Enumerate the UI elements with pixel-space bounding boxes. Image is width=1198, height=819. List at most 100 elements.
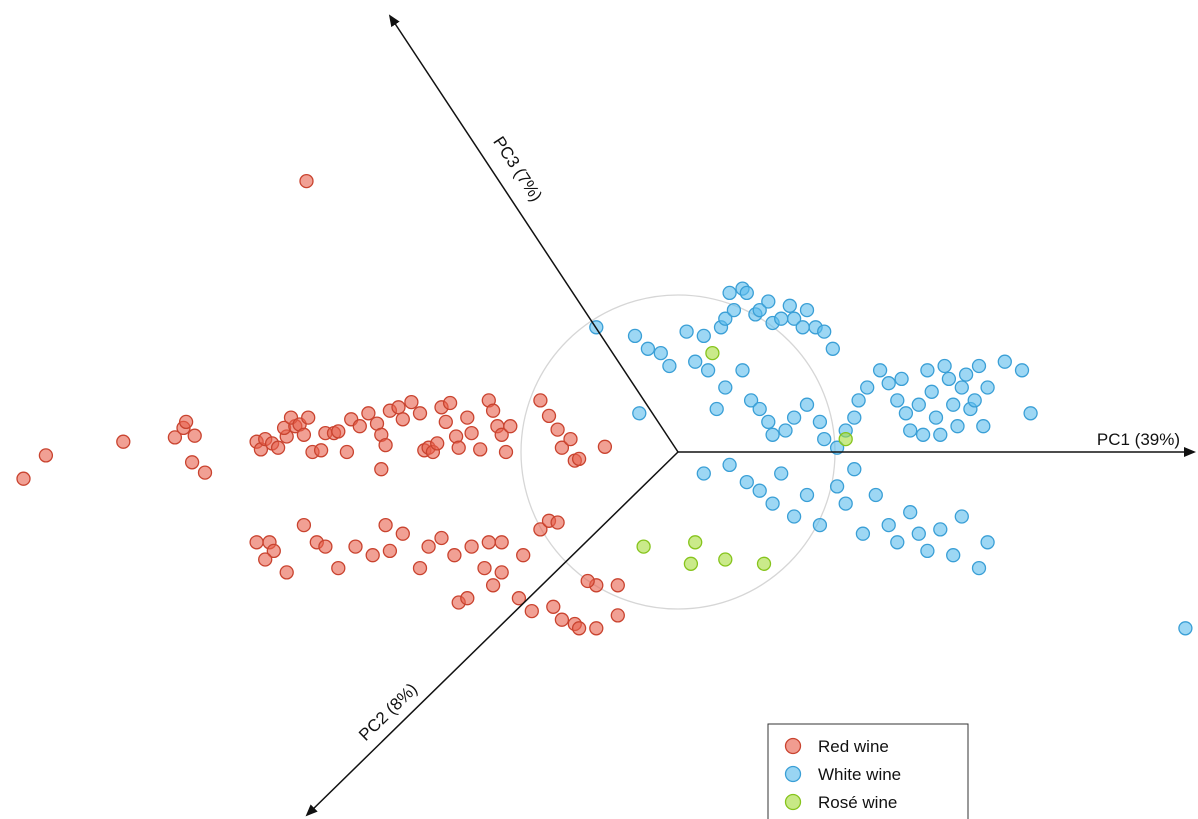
red-wine-point xyxy=(197,465,213,480)
white-wine-point xyxy=(743,393,759,408)
red-wine-point xyxy=(249,535,264,550)
white-wine-point xyxy=(894,371,909,387)
white-wine-point xyxy=(872,363,888,378)
white-wine-point xyxy=(765,496,780,511)
white-wine-point xyxy=(627,328,643,344)
red-wine-point xyxy=(516,548,531,563)
red-wine-point xyxy=(473,442,488,457)
red-wine-point xyxy=(374,462,389,477)
legend-box xyxy=(767,723,969,819)
white-wine-point xyxy=(920,543,935,559)
white-wine-point xyxy=(1014,363,1030,378)
red-wine-point xyxy=(361,406,376,421)
red-wine-point xyxy=(494,565,509,580)
axes-layer: PC1 (39%) PC3 (7%) PC2 (8%) xyxy=(305,14,1196,817)
red-wine-point xyxy=(554,612,570,627)
red-wine-point xyxy=(331,560,346,576)
white-wine-point xyxy=(722,457,737,473)
white-wine-point xyxy=(752,483,767,498)
red-wine-point xyxy=(296,427,312,442)
white-wine-point xyxy=(786,509,802,524)
legend-swatch-red-wine xyxy=(784,737,802,755)
white-wine-point xyxy=(825,341,840,356)
white-wine-point xyxy=(860,380,875,395)
white-wine-point xyxy=(799,397,815,412)
red-wine-point xyxy=(318,539,333,554)
white-wine-point xyxy=(881,376,896,391)
red-wine-point xyxy=(546,599,561,614)
rose-wine-point xyxy=(636,539,651,554)
white-wine-point xyxy=(958,367,974,382)
white-wine-point xyxy=(941,371,957,387)
red-wine-point xyxy=(580,573,595,589)
white-wine-point xyxy=(632,406,647,421)
white-wine-point xyxy=(752,401,767,417)
white-wine-point xyxy=(722,285,737,301)
white-wine-point xyxy=(933,522,948,537)
red-wine-point xyxy=(395,412,410,427)
red-wine-point xyxy=(533,393,548,408)
white-wine-point xyxy=(946,397,961,412)
red-wine-point xyxy=(550,422,565,437)
red-wine-point xyxy=(430,436,445,451)
red-wine-point xyxy=(597,439,613,454)
red-wine-point xyxy=(442,395,458,411)
red-wine-point xyxy=(511,591,527,606)
white-wine-point xyxy=(696,328,711,344)
white-wine-point xyxy=(997,354,1012,369)
white-wine-point xyxy=(778,423,793,438)
white-wine-point xyxy=(933,427,948,442)
legend-swatch-rose-wine xyxy=(784,793,802,811)
white-wine-point xyxy=(688,354,703,369)
red-wine-point xyxy=(313,443,329,458)
white-wine-point xyxy=(662,358,677,374)
white-wine-point xyxy=(924,384,939,399)
white-wine-point xyxy=(911,397,926,412)
red-wine-point xyxy=(554,440,570,455)
rose-wine-point xyxy=(683,556,699,571)
white-wine-point xyxy=(954,509,969,524)
legend-swatch-white-wine xyxy=(784,765,802,783)
red-wine-point xyxy=(503,419,518,434)
red-wine-point xyxy=(270,440,286,455)
red-wine-point xyxy=(550,515,565,530)
white-wine-point xyxy=(679,324,694,339)
red-wine-point xyxy=(38,448,54,463)
white-wine-point xyxy=(718,380,733,395)
red-wine-point xyxy=(331,424,346,439)
white-wine-point xyxy=(735,363,750,378)
red-wine-point xyxy=(412,560,428,576)
white-wine-point xyxy=(774,466,789,481)
legend: Red wine White wine Rosé wine xyxy=(767,723,969,819)
pc2-axis xyxy=(305,451,679,817)
red-wine-point xyxy=(434,530,449,546)
red-wine-point xyxy=(178,414,194,430)
white-wine-point xyxy=(718,311,733,326)
red-wine-point xyxy=(167,430,183,445)
red-wine-point xyxy=(533,522,548,537)
white-wine-point xyxy=(817,431,832,447)
red-wine-point xyxy=(610,578,625,593)
white-wine-point xyxy=(1178,621,1193,636)
white-wine-point xyxy=(946,548,961,563)
white-wine-point xyxy=(903,505,918,520)
white-wine-point xyxy=(752,302,767,318)
red-wine-point xyxy=(365,548,380,563)
red-wine-point xyxy=(382,543,398,559)
red-wine-point xyxy=(404,394,419,410)
red-wine-point xyxy=(460,410,475,425)
white-wine-point xyxy=(765,427,780,442)
rose-wine-point xyxy=(838,431,853,447)
red-wine-point xyxy=(541,408,557,424)
white-wine-point xyxy=(829,440,845,455)
red-wine-point xyxy=(460,591,475,606)
white-wine-point xyxy=(838,496,853,511)
red-wine-point xyxy=(391,400,406,415)
white-wine-point xyxy=(817,324,832,339)
red-wine-point xyxy=(16,471,31,486)
white-wine-point xyxy=(903,423,918,438)
white-wine-point xyxy=(881,517,896,533)
white-wine-point xyxy=(795,320,810,335)
red-wine-point xyxy=(187,428,202,443)
red-wine-point xyxy=(378,517,393,533)
